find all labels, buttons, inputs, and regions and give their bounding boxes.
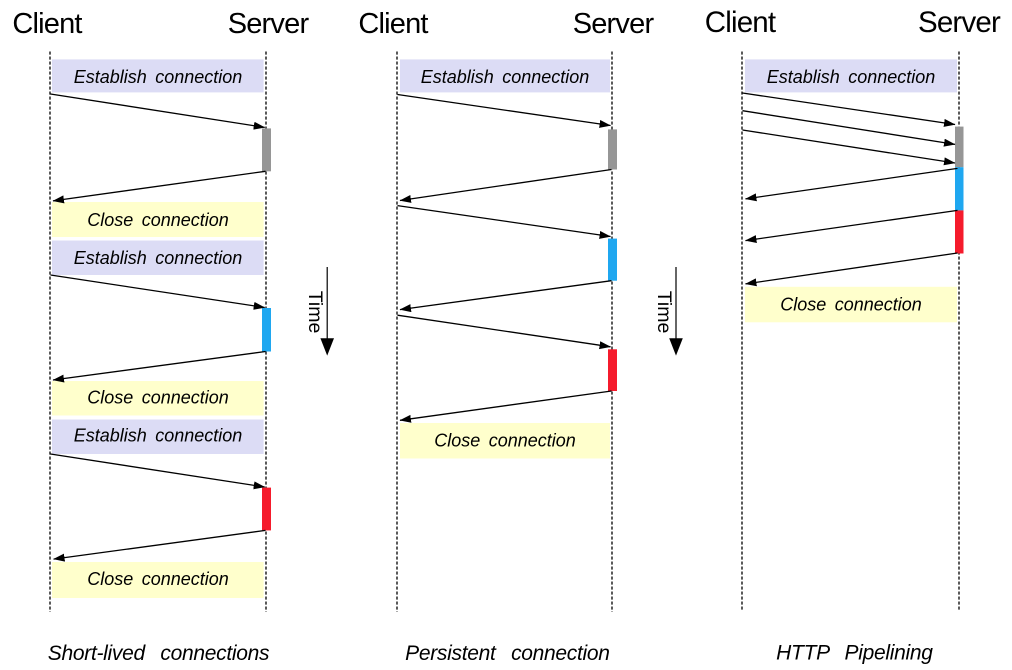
svg-text:Client: Client [12,8,82,40]
svg-text:Close connection: Close connection [780,294,922,314]
svg-text:Server: Server [573,8,655,40]
svg-text:Persistent connection: Persistent connection [405,642,609,665]
svg-text:Close connection: Close connection [87,569,229,589]
svg-text:Server: Server [918,6,1001,39]
svg-text:Close connection: Close connection [87,210,229,230]
svg-text:Client: Client [358,8,428,40]
svg-text:Establish connection: Establish connection [421,67,590,87]
svg-text:Server: Server [228,8,310,40]
svg-text:Client: Client [705,6,776,39]
svg-text:Short-lived connections: Short-lived connections [48,642,270,665]
svg-text:Establish connection: Establish connection [74,426,243,446]
svg-text:Establish connection: Establish connection [74,248,243,268]
svg-text:Close connection: Close connection [434,431,576,451]
svg-text:Close connection: Close connection [87,388,229,408]
svg-text:Time: Time [653,291,675,334]
svg-text:Establish connection: Establish connection [74,67,243,87]
svg-text:Time: Time [304,291,326,334]
svg-text:HTTP Pipelining: HTTP Pipelining [776,642,933,665]
svg-text:Establish connection: Establish connection [767,67,936,87]
